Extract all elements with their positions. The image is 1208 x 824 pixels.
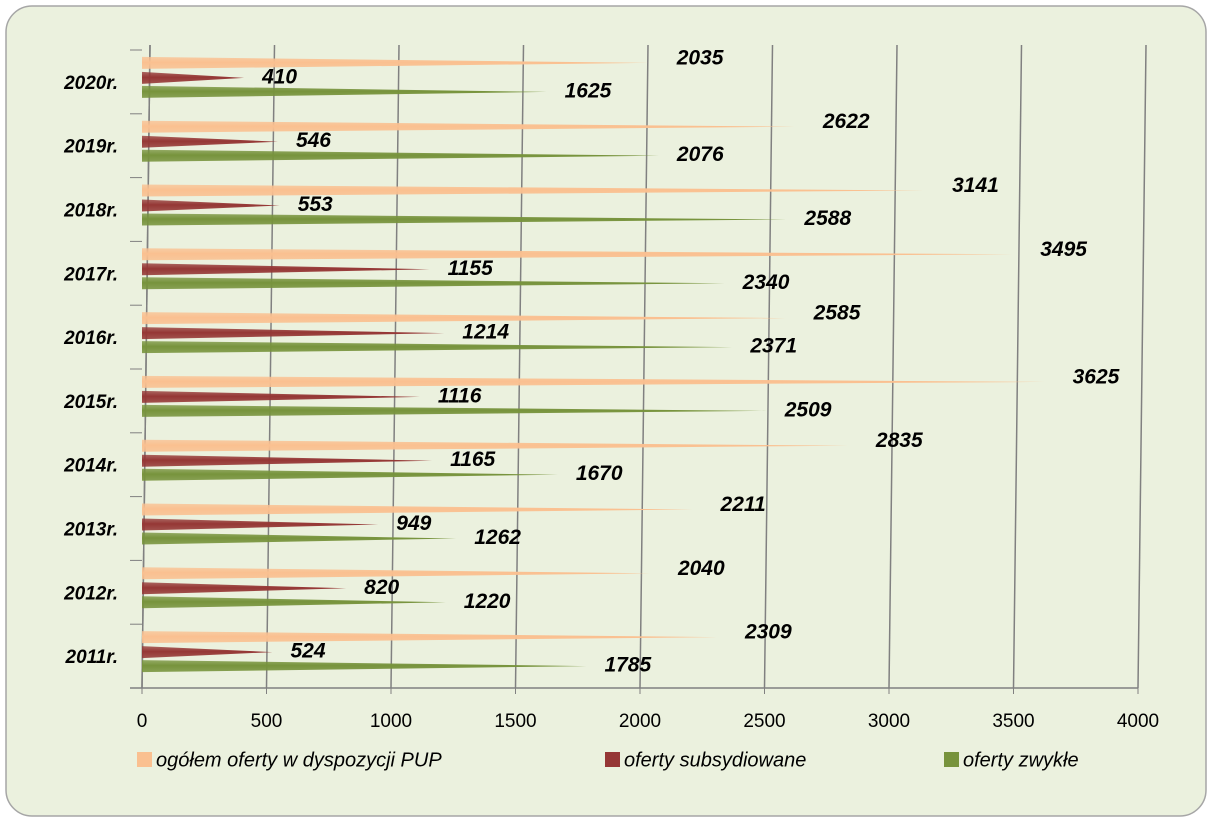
bar <box>142 184 925 197</box>
data-label: 2035 <box>676 46 724 69</box>
y-tick-label: 2020r. <box>63 73 118 94</box>
y-tick-label: 2015r. <box>63 392 118 413</box>
y-tick-label: 2017r. <box>63 264 118 285</box>
y-tick-label: 2012r. <box>63 583 118 604</box>
data-label: 524 <box>290 640 325 663</box>
bar <box>142 248 1013 261</box>
grid-line <box>639 44 649 689</box>
data-label: 546 <box>296 129 331 152</box>
bar <box>142 120 795 133</box>
bar <box>142 71 245 84</box>
x-tick-label: 4000 <box>1117 711 1159 732</box>
data-label: 2509 <box>784 398 832 421</box>
data-label: 1155 <box>448 257 493 280</box>
y-tick-label: 2013r. <box>63 520 118 541</box>
data-label: 2371 <box>749 335 797 358</box>
legend-label: oferty zwykłe <box>963 749 1079 771</box>
legend-swatch <box>944 752 959 767</box>
bar <box>142 404 767 417</box>
bar <box>142 135 278 148</box>
grid-line <box>1012 44 1023 689</box>
data-label: 3495 <box>1040 238 1087 261</box>
y-tick-label: 2018r. <box>63 201 118 222</box>
legend-label: oferty subsydiowane <box>624 749 806 771</box>
x-tick-label: 0 <box>137 711 148 732</box>
data-label: 1670 <box>576 462 623 485</box>
bar <box>142 341 733 354</box>
bar <box>142 468 558 481</box>
data-label: 2622 <box>822 110 870 133</box>
data-label: 1116 <box>438 384 482 407</box>
bar <box>142 596 446 609</box>
data-label: 2588 <box>803 207 851 230</box>
data-label: 3141 <box>952 174 999 197</box>
data-label: 2340 <box>742 271 790 294</box>
x-tick-label: 3500 <box>992 711 1034 732</box>
data-label: 2076 <box>676 143 724 166</box>
bar <box>142 518 379 531</box>
bar <box>142 263 430 276</box>
data-label: 820 <box>364 576 399 599</box>
grid-line <box>514 44 525 689</box>
bar <box>142 390 420 403</box>
data-label: 1262 <box>474 526 521 549</box>
y-tick-label: 2011r. <box>65 647 118 668</box>
bar <box>142 503 693 516</box>
x-tick-label: 2500 <box>743 711 785 732</box>
data-label: 2211 <box>720 493 766 516</box>
data-label: 410 <box>261 65 297 88</box>
y-tick-label: 2019r. <box>63 137 118 158</box>
data-label: 2585 <box>813 302 861 325</box>
y-tick-label: 2014r. <box>63 456 118 477</box>
bar <box>142 312 786 325</box>
grid-line <box>1137 44 1147 689</box>
bar <box>142 213 787 226</box>
legend-swatch <box>605 752 620 767</box>
data-label: 1165 <box>450 448 495 471</box>
bar <box>142 646 273 659</box>
data-label: 1220 <box>464 590 511 613</box>
legend-swatch <box>137 752 152 767</box>
x-tick-label: 1500 <box>494 711 536 732</box>
grid-line <box>888 44 898 689</box>
grid-line <box>390 44 400 689</box>
x-tick-label: 3000 <box>868 711 910 732</box>
data-label: 2309 <box>744 621 792 644</box>
data-label: 949 <box>396 512 431 535</box>
bar <box>142 631 717 644</box>
x-tick-label: 1000 <box>370 711 412 732</box>
bar <box>142 532 457 545</box>
bar <box>142 277 725 290</box>
data-label: 3625 <box>1073 365 1120 388</box>
bar <box>142 582 347 595</box>
bar <box>142 327 445 340</box>
bar <box>142 149 659 162</box>
data-label: 553 <box>298 193 333 216</box>
x-tick-label: 500 <box>251 711 283 732</box>
x-tick-label: 2000 <box>619 711 661 732</box>
y-tick-label: 2016r. <box>63 328 118 349</box>
bar <box>142 454 433 467</box>
bar <box>142 439 848 452</box>
bar <box>142 660 587 673</box>
bar <box>142 375 1045 388</box>
bar <box>142 199 280 212</box>
data-label: 1785 <box>604 654 651 677</box>
bar <box>142 85 547 98</box>
data-label: 2835 <box>875 429 923 452</box>
data-label: 1625 <box>565 79 612 102</box>
data-label: 2040 <box>677 557 725 580</box>
data-label: 1214 <box>462 321 509 344</box>
bar <box>142 56 649 69</box>
grid-line <box>763 44 774 689</box>
legend-label: ogółem oferty w dyspozycji PUP <box>156 749 442 771</box>
bar <box>142 567 650 580</box>
